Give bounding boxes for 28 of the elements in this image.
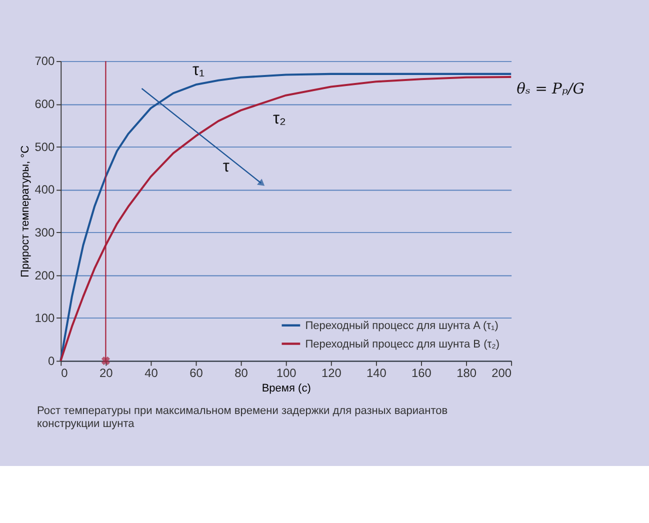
x-tick-label: 80: [234, 366, 248, 380]
x-tick-label: 40: [144, 366, 158, 380]
x-tick-label: 100: [276, 366, 297, 380]
x-tick-label: 20: [100, 366, 114, 380]
annotation: τ: [222, 156, 230, 176]
legend-label: Переходный процесс для шунта A (τ₁): [305, 320, 498, 332]
x-axis-title: Время (с): [262, 382, 311, 395]
annotation: τ₁: [192, 60, 206, 79]
y-tick-label: 300: [34, 225, 56, 240]
x-tick-label: 120: [321, 366, 342, 380]
x-tick-label: 60: [190, 366, 204, 380]
y-tick-label: 0: [48, 354, 56, 368]
annotation: τ₂: [272, 108, 286, 128]
x-tick-label: 200: [492, 366, 512, 380]
y-tick-label: 700: [34, 54, 56, 68]
text: θₛ = Pₚ/G: [516, 80, 585, 98]
x-tick-label: 140: [366, 366, 387, 380]
y-axis-title: Прирост температуры, °C: [19, 145, 32, 278]
x-tick-label: 180: [456, 366, 477, 380]
x-tick-label: 160: [412, 366, 432, 380]
y-tick-label: 500: [34, 140, 56, 154]
y-tick-label: 200: [34, 268, 56, 282]
text: Рост температуры при максимальном времени задержки для разных вариантов конструкции шунта: [37, 405, 448, 430]
y-tick-label: 600: [34, 97, 56, 112]
legend-label: Переходный процесс для шунта B (τ₂): [305, 338, 500, 350]
y-tick-label: 400: [34, 182, 56, 197]
x-tick-label: 0: [61, 366, 68, 380]
y-tick-label: 100: [34, 311, 56, 326]
